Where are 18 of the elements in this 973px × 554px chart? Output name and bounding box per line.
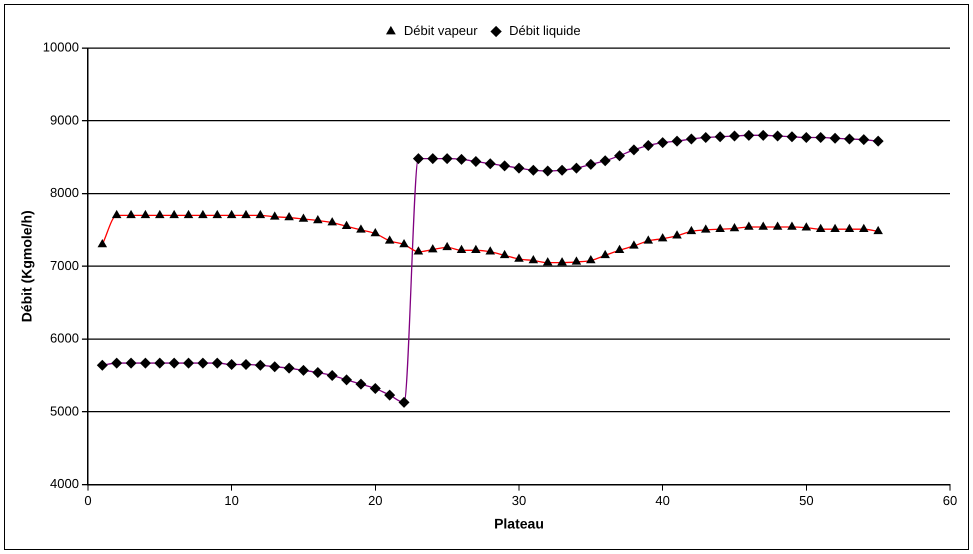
x-tick-label: 30 xyxy=(512,492,526,508)
y-tick-label: 8000 xyxy=(50,185,79,200)
x-tick-label: 60 xyxy=(942,492,958,508)
y-tick-label: 4000 xyxy=(50,476,79,492)
y-tick-label: 9000 xyxy=(50,112,79,128)
x-tick-label: 50 xyxy=(799,492,814,508)
x-axis-title: Plateau xyxy=(494,515,544,532)
legend-label: Débit liquide xyxy=(509,23,581,38)
y-tick-label: 5000 xyxy=(50,403,79,418)
legend-label: Débit vapeur xyxy=(404,23,478,38)
x-tick-label: 0 xyxy=(84,492,92,508)
y-axis-title: Débit (Kgmole/h) xyxy=(18,210,34,322)
y-tick-label: 10000 xyxy=(42,40,79,55)
y-tick-label: 7000 xyxy=(50,258,79,273)
y-tick-label: 6000 xyxy=(50,330,79,346)
x-tick-label: 20 xyxy=(368,492,383,508)
x-tick-label: 10 xyxy=(224,492,239,508)
x-tick-label: 40 xyxy=(655,492,670,508)
